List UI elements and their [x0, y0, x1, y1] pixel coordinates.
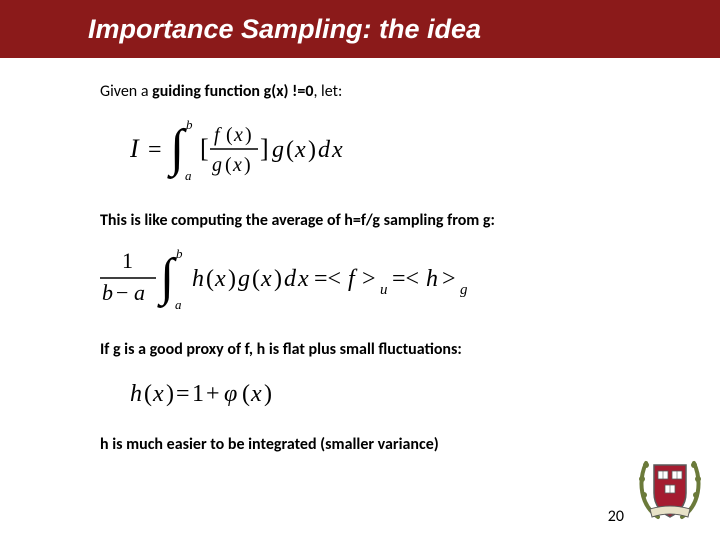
- svg-text:−: −: [116, 280, 128, 305]
- svg-text:g: g: [460, 282, 468, 298]
- svg-text:=<: =<: [392, 266, 419, 292]
- svg-text:x: x: [297, 266, 309, 292]
- svg-text:x: x: [294, 137, 306, 163]
- svg-text:): ): [228, 266, 236, 292]
- svg-text:(: (: [252, 266, 260, 292]
- svg-text:f: f: [214, 124, 222, 146]
- svg-text:(: (: [225, 154, 232, 176]
- line-1-bold: guiding function g(x) !=0: [152, 82, 313, 101]
- svg-text:φ: φ: [224, 381, 237, 407]
- svg-text:(: (: [242, 381, 250, 407]
- svg-text:=: =: [176, 381, 190, 407]
- formula-2: 1 b − a ∫ b a h ( x ) g ( x ) d x =< f >…: [100, 244, 660, 314]
- slide-title: Importance Sampling: the idea: [88, 14, 481, 45]
- svg-text:x: x: [331, 137, 343, 163]
- svg-text:1: 1: [192, 381, 204, 407]
- formula-3: h ( x ) = 1 + φ ( x ): [130, 373, 660, 413]
- svg-text:+: +: [206, 381, 220, 407]
- line-1-suffix: , let:: [313, 82, 342, 101]
- svg-text:1: 1: [122, 248, 133, 273]
- svg-text:I: I: [130, 134, 140, 163]
- svg-text:=<: =<: [314, 266, 341, 292]
- svg-text:b: b: [176, 246, 183, 261]
- svg-text:(: (: [226, 124, 233, 146]
- svg-text:(: (: [144, 381, 152, 407]
- svg-text:]: ]: [260, 134, 269, 163]
- svg-text:f: f: [348, 266, 358, 292]
- svg-text:h: h: [426, 266, 438, 292]
- svg-text:b: b: [102, 280, 113, 305]
- svg-text:): ): [264, 381, 272, 407]
- svg-text:a: a: [134, 280, 145, 305]
- svg-text:x: x: [214, 266, 226, 292]
- svg-text:a: a: [175, 297, 182, 312]
- svg-text:g: g: [238, 266, 250, 292]
- svg-text:h: h: [130, 381, 142, 407]
- svg-text:>: >: [362, 266, 376, 292]
- svg-text:): ): [245, 124, 252, 146]
- svg-text:): ): [308, 137, 316, 163]
- svg-text:∫: ∫: [157, 249, 177, 308]
- svg-text:x: x: [250, 381, 262, 407]
- svg-text:d: d: [318, 137, 331, 163]
- formula-1: I = ∫ b a [ f ( x ) g ( x ) ] g ( x ) d …: [130, 115, 660, 185]
- svg-text:=: =: [148, 137, 162, 163]
- svg-text:x: x: [260, 266, 272, 292]
- svg-text:x: x: [233, 124, 243, 146]
- svg-text:g: g: [272, 137, 284, 163]
- svg-text:[: [: [200, 134, 209, 163]
- harvard-crest-icon: [636, 451, 704, 530]
- line-3: If g is a good proxy of f, h is flat plu…: [100, 340, 660, 359]
- svg-text:): ): [244, 154, 251, 176]
- title-bar: Importance Sampling: the idea: [0, 0, 720, 58]
- svg-text:a: a: [185, 168, 192, 183]
- svg-text:g: g: [212, 154, 222, 176]
- svg-text:u: u: [380, 282, 388, 298]
- svg-text:b: b: [186, 117, 193, 132]
- svg-text:d: d: [284, 266, 297, 292]
- line-1: Given a guiding function g(x) !=0, let:: [100, 82, 660, 101]
- slide-content: Given a guiding function g(x) !=0, let: …: [0, 58, 720, 454]
- line-2: This is like computing the average of h=…: [100, 211, 660, 230]
- svg-text:x: x: [232, 154, 242, 176]
- svg-text:(: (: [286, 137, 294, 163]
- svg-text:∫: ∫: [167, 120, 187, 179]
- svg-text:h: h: [192, 266, 204, 292]
- line-4: h is much easier to be integrated (small…: [100, 435, 660, 454]
- line-1-prefix: Given a: [100, 82, 152, 101]
- svg-text:): ): [274, 266, 282, 292]
- page-number: 20: [608, 507, 624, 526]
- svg-text:): ): [166, 381, 174, 407]
- svg-text:(: (: [206, 266, 214, 292]
- svg-text:>: >: [442, 266, 456, 292]
- svg-text:x: x: [152, 381, 164, 407]
